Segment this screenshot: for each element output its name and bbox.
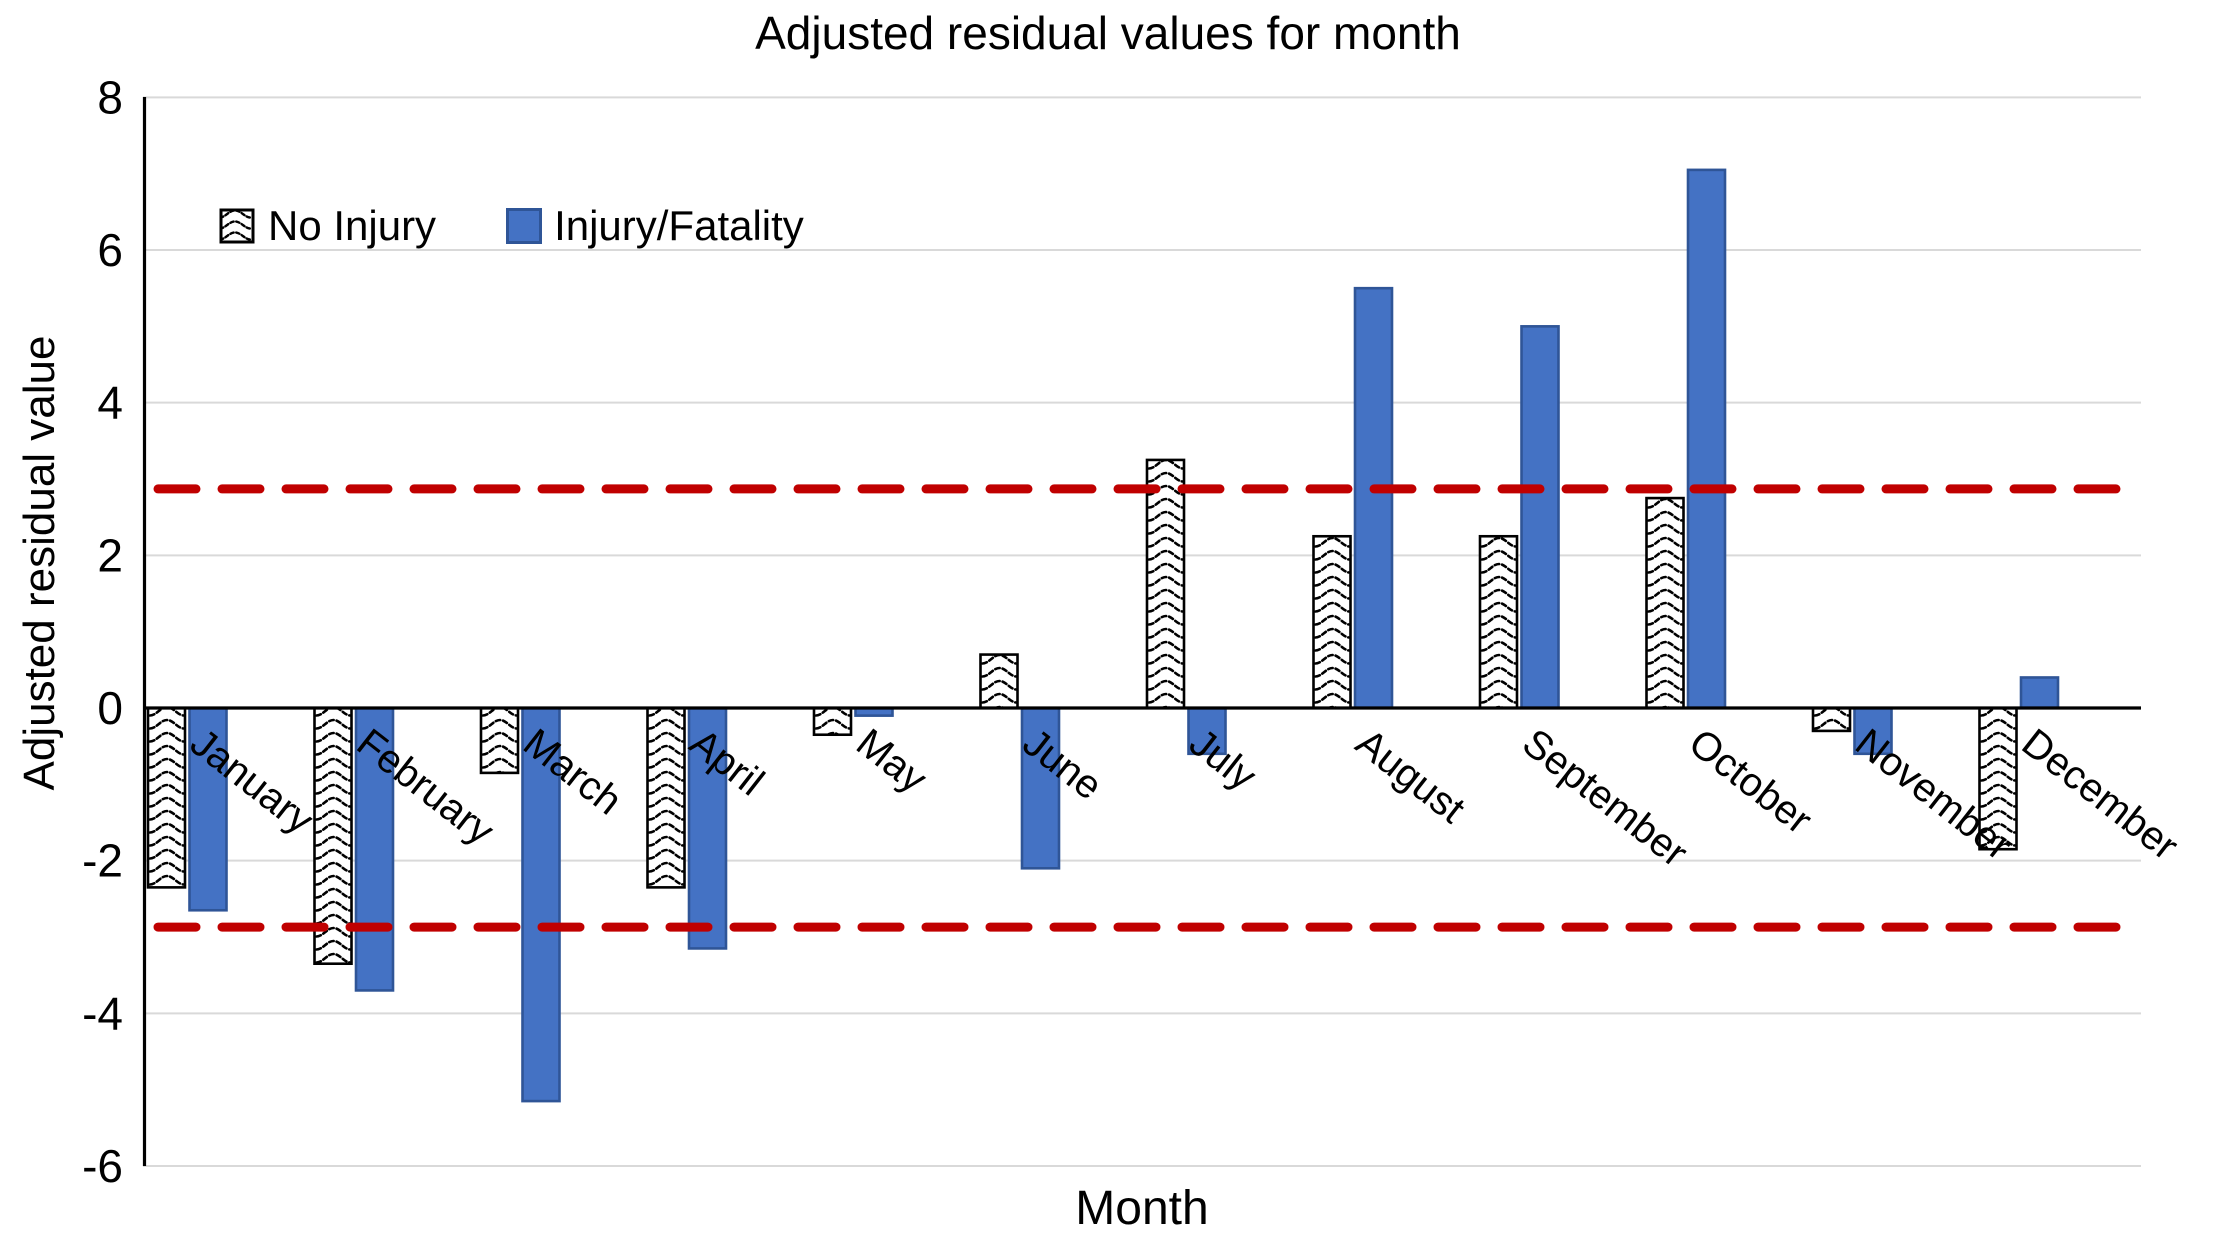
- bar-no-injury-august: [1312, 534, 1352, 710]
- bar-no-injury-november: [1811, 706, 1852, 733]
- bar-injury-fatality-march: [521, 706, 561, 1103]
- bar-injury-fatality-january: [188, 706, 228, 912]
- bar-no-injury-june: [979, 653, 1019, 710]
- bar-injury-fatality-september: [1520, 325, 1560, 710]
- chart-title: Adjusted residual values for month: [755, 7, 1461, 59]
- month-label-october: October: [1681, 720, 1820, 842]
- y-tick-label-0: 0: [97, 682, 123, 734]
- no-injury-swatch-icon: [219, 208, 255, 244]
- legend: No Injury Injury/Fatality: [218, 202, 804, 250]
- month-label-may: May: [848, 720, 935, 801]
- y-tick-label-2: 2: [97, 529, 123, 581]
- bar-injury-fatality-april: [687, 706, 728, 950]
- bar-no-injury-march: [479, 706, 520, 775]
- month-label-december: December: [2014, 720, 2186, 868]
- month-label-september: September: [1514, 720, 1695, 875]
- bar-injury-fatality-december: [2019, 676, 2060, 710]
- y-tick-label--4: -4: [82, 987, 123, 1039]
- legend-item-injury-fatality: Injury/Fatality: [506, 202, 804, 250]
- bar-no-injury-july: [1145, 458, 1186, 710]
- y-tick-label--6: -6: [82, 1140, 123, 1192]
- bar-injury-fatality-february: [354, 706, 395, 992]
- injury-fatality-swatch-icon: [506, 208, 543, 244]
- bar-injury-fatality-november: [1853, 706, 1893, 756]
- bar-no-injury-october: [1645, 496, 1685, 710]
- bar-injury-fatality-october: [1686, 168, 1727, 710]
- legend-label-injury-fatality: Injury/Fatality: [554, 202, 804, 249]
- x-axis-title: Month: [1075, 1182, 1209, 1235]
- bar-no-injury-may: [812, 706, 853, 737]
- bar-no-injury-april: [646, 706, 686, 889]
- bar-no-injury-december: [1978, 706, 2018, 851]
- bar-injury-fatality-august: [1353, 286, 1394, 710]
- bar-no-injury-september: [1478, 534, 1519, 710]
- y-tick-label--2: -2: [82, 835, 123, 887]
- legend-label-no-injury: No Injury: [268, 202, 437, 249]
- month-label-august: August: [1348, 720, 1473, 831]
- bar-no-injury-january: [146, 706, 187, 889]
- y-tick-label-4: 4: [97, 377, 123, 429]
- bar-injury-fatality-july: [1187, 706, 1227, 756]
- y-tick-label-6: 6: [97, 224, 123, 276]
- y-tick-label-8: 8: [97, 71, 123, 123]
- bar-injury-fatality-june: [1020, 706, 1061, 870]
- legend-item-no-injury: No Injury: [218, 202, 436, 250]
